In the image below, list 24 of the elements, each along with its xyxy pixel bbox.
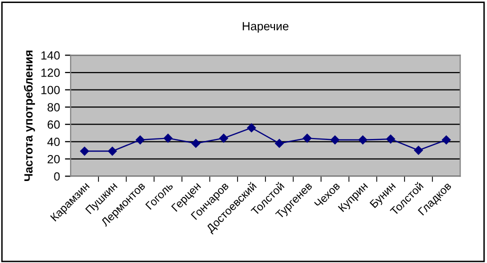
y-tick-label: 140 <box>41 51 60 60</box>
point <box>358 135 368 144</box>
point <box>247 123 256 132</box>
point <box>442 135 451 144</box>
y-axis-title: Частота употребления <box>24 50 35 181</box>
point <box>414 146 423 155</box>
point <box>136 135 145 144</box>
point <box>302 134 312 143</box>
y-tick-label: 40 <box>47 138 60 146</box>
y-tick-label: 120 <box>41 68 60 77</box>
point <box>164 134 172 143</box>
y-tick-label: 0 <box>54 172 60 181</box>
point <box>219 134 228 143</box>
point <box>80 146 89 156</box>
point <box>386 134 396 144</box>
point <box>330 135 340 144</box>
point <box>108 146 117 156</box>
chart-title: Наречие <box>242 22 288 33</box>
y-tick-label: 100 <box>41 86 60 94</box>
y-tick-label: 60 <box>48 120 60 129</box>
point <box>274 138 284 148</box>
point <box>191 138 200 148</box>
y-tick-label: 20 <box>48 154 60 164</box>
y-tick-label: 80 <box>48 103 60 112</box>
